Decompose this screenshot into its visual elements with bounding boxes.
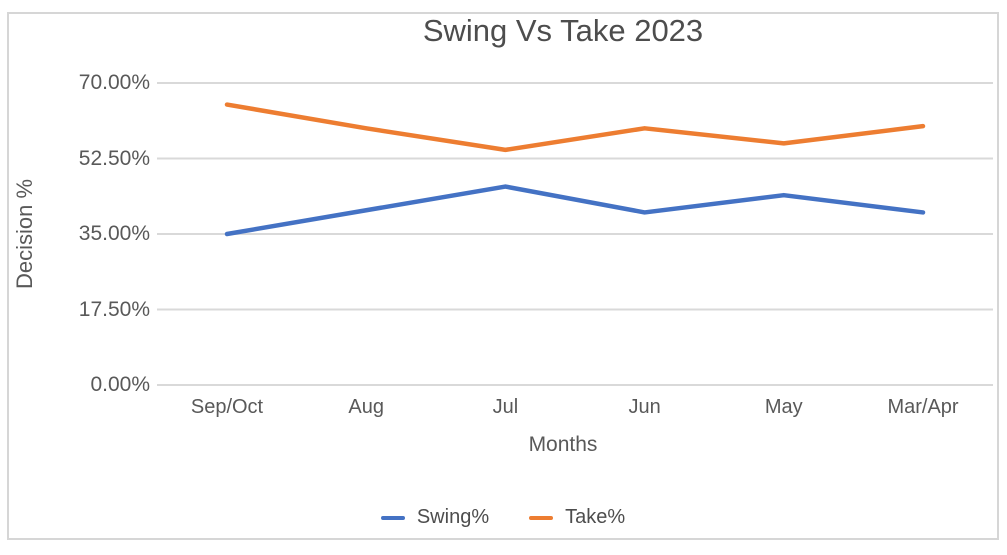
y-axis-title: Decision % — [12, 178, 38, 290]
y-tick-label: 35.00% — [78, 222, 150, 245]
x-category-label: Mar/Apr — [887, 396, 959, 418]
plot-area — [157, 82, 993, 386]
x-axis-tick-labels: Sep/Oct Aug Jul Jun May Mar/Apr — [157, 396, 993, 422]
chart-frame — [7, 12, 999, 540]
x-category-label: Jun — [628, 396, 661, 418]
legend-label: Take% — [565, 506, 626, 528]
y-axis-tick-labels: 70.00% 52.50% 35.00% 17.50% 0.00% — [40, 71, 150, 396]
legend-swatch-icon — [380, 515, 405, 520]
legend-label: Swing% — [416, 506, 490, 528]
series-line-swing — [224, 184, 926, 237]
y-tick-label: 52.50% — [78, 146, 150, 170]
x-category-label: Sep/Oct — [190, 396, 264, 418]
legend-item: Take% — [529, 506, 625, 529]
x-category-label: Jul — [492, 396, 519, 418]
series-line-take — [224, 102, 926, 153]
legend: Swing% Take% — [7, 506, 999, 529]
x-axis-title: Months — [528, 433, 598, 456]
y-axis-title-box: Decision % — [6, 83, 44, 385]
chart-title: Swing Vs Take 2023 — [422, 13, 704, 48]
x-category-label: Aug — [348, 396, 384, 418]
legend-item: Swing% — [380, 506, 490, 529]
legend-swatch-icon — [529, 515, 554, 520]
y-tick-label: 70.00% — [78, 71, 150, 94]
y-tick-label: 17.50% — [78, 297, 150, 321]
y-tick-label: 0.00% — [90, 373, 150, 396]
x-category-label: May — [764, 396, 803, 418]
